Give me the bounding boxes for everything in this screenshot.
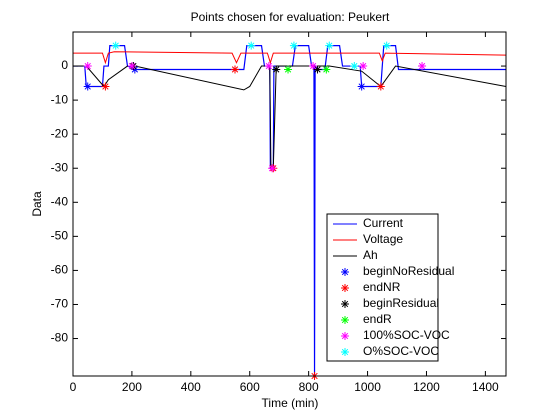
legend-marker bbox=[341, 316, 349, 324]
data-line bbox=[73, 51, 507, 65]
y-tick-label: -70 bbox=[51, 297, 69, 311]
data-point bbox=[111, 41, 120, 50]
x-tick-label: 800 bbox=[299, 380, 319, 394]
axes-frame bbox=[72, 31, 507, 377]
y-tick-label: -10 bbox=[51, 92, 69, 106]
legend-label: Ah bbox=[363, 248, 378, 262]
data-point bbox=[83, 62, 92, 71]
x-tick-label: 200 bbox=[122, 380, 142, 394]
legend-marker bbox=[341, 300, 349, 308]
data-point bbox=[322, 65, 331, 74]
y-tick-label: -40 bbox=[51, 194, 69, 208]
legend-marker bbox=[341, 284, 349, 292]
data-point bbox=[418, 62, 427, 71]
y-tick-label: 0 bbox=[61, 58, 68, 72]
data-point bbox=[313, 65, 322, 74]
data-point bbox=[309, 62, 318, 71]
legend-label: endNR bbox=[363, 280, 401, 294]
data-point bbox=[268, 164, 277, 173]
data-point bbox=[359, 62, 368, 71]
y-axis-label: Data bbox=[30, 191, 44, 217]
x-tick-label: 1000 bbox=[354, 380, 381, 394]
data-point bbox=[130, 65, 139, 74]
data-point bbox=[376, 82, 385, 91]
y-tick-label: -60 bbox=[51, 263, 69, 277]
data-point bbox=[127, 62, 136, 71]
legend-marker bbox=[341, 348, 349, 356]
legend-label: O%SOC-VOC bbox=[363, 344, 439, 358]
x-tick-label: 1400 bbox=[472, 380, 499, 394]
data-point bbox=[382, 41, 391, 50]
y-tick-label: -20 bbox=[51, 126, 69, 140]
y-tick-label: -30 bbox=[51, 160, 69, 174]
data-point bbox=[83, 82, 92, 91]
x-tick-label: 0 bbox=[70, 380, 77, 394]
data-point bbox=[101, 82, 110, 91]
chart-title: Points chosen for evaluation: Peukert bbox=[191, 10, 390, 24]
legend-marker bbox=[341, 332, 349, 340]
data-point bbox=[272, 65, 281, 74]
y-tick-label: -50 bbox=[51, 229, 69, 243]
data-point bbox=[247, 41, 256, 50]
x-tick-label: 1200 bbox=[413, 380, 440, 394]
data-point bbox=[264, 62, 273, 71]
legend-label: Voltage bbox=[363, 232, 403, 246]
legend-label: endR bbox=[363, 312, 392, 326]
data-point bbox=[357, 82, 366, 91]
x-tick-label: 400 bbox=[181, 380, 201, 394]
data-point bbox=[284, 65, 293, 74]
legend-marker bbox=[341, 268, 349, 276]
data-point bbox=[325, 41, 334, 50]
data-point bbox=[289, 41, 298, 50]
legend-label: beginResidual bbox=[363, 296, 439, 310]
data-point bbox=[350, 62, 359, 71]
x-tick-label: 600 bbox=[240, 380, 260, 394]
legend-label: beginNoResidual bbox=[363, 264, 454, 278]
data-point bbox=[231, 65, 240, 74]
legend-label: Current bbox=[363, 216, 404, 230]
legend-label: 100%SOC-VOC bbox=[363, 328, 450, 342]
plot-area bbox=[73, 32, 506, 376]
x-axis-label: Time (min) bbox=[262, 396, 319, 410]
y-tick-label: -80 bbox=[51, 331, 69, 345]
